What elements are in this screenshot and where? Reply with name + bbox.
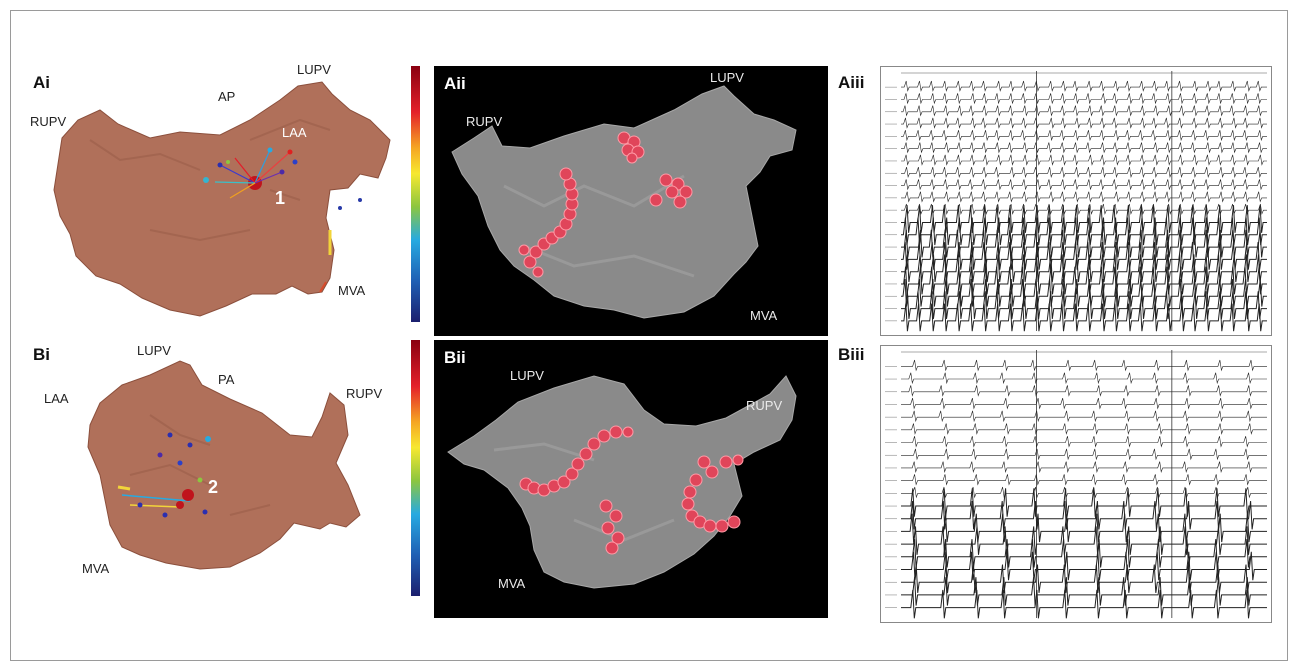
ecg-trace bbox=[901, 167, 1267, 179]
ecg-trace bbox=[901, 398, 1267, 410]
ecg-trace bbox=[901, 80, 1267, 92]
ecg-trace bbox=[901, 474, 1267, 486]
panel-label-bii: Bii bbox=[444, 348, 466, 367]
ecg-trace bbox=[901, 539, 1267, 568]
aiii-electrogram-traces bbox=[885, 71, 1267, 332]
ai-site-number: 1 bbox=[275, 188, 286, 208]
ecg-trace bbox=[901, 423, 1267, 435]
ecg-trace bbox=[901, 229, 1267, 258]
biii-electrogram-recording bbox=[880, 345, 1272, 623]
bi-site-number: 2 bbox=[208, 477, 219, 497]
figure-frame bbox=[10, 10, 1288, 661]
aii-label-mva: MVA bbox=[750, 308, 778, 323]
ecg-trace bbox=[901, 372, 1267, 385]
bi-label-mva: MVA bbox=[82, 561, 110, 576]
ecg-trace bbox=[901, 191, 1267, 203]
panel-aii: Aii RUPV LUPV MVA bbox=[434, 66, 828, 336]
ecg-trace bbox=[901, 526, 1267, 555]
ecg-trace bbox=[901, 217, 1267, 246]
ecg-trace bbox=[901, 461, 1267, 473]
bi-label-laa: LAA bbox=[44, 391, 69, 406]
panel-label-bi: Bi bbox=[33, 345, 50, 364]
ecg-trace bbox=[901, 589, 1267, 619]
bi-label-rupv: RUPV bbox=[346, 386, 383, 401]
ecg-trace bbox=[901, 500, 1267, 530]
ecg-trace bbox=[901, 278, 1267, 307]
ecg-trace bbox=[901, 436, 1267, 448]
ecg-trace bbox=[901, 410, 1267, 423]
ecg-trace bbox=[901, 117, 1267, 129]
bii-label-rupv: RUPV bbox=[746, 398, 783, 413]
ecg-trace bbox=[901, 254, 1267, 283]
ecg-trace bbox=[901, 385, 1267, 397]
ecg-trace bbox=[901, 513, 1267, 543]
ecg-trace bbox=[901, 486, 1267, 499]
ecg-trace bbox=[901, 359, 1267, 372]
ecg-trace bbox=[901, 130, 1267, 142]
ecg-trace bbox=[901, 93, 1267, 105]
ai-label-mva: MVA bbox=[338, 283, 366, 298]
ecg-trace bbox=[901, 564, 1267, 593]
activation-color-scale-b bbox=[411, 340, 420, 596]
ecg-trace bbox=[901, 448, 1267, 461]
bii-label-lupv: LUPV bbox=[510, 368, 544, 383]
aiii-electrogram-recording bbox=[880, 66, 1272, 336]
ecg-trace bbox=[901, 242, 1267, 270]
panel-label-ai: Ai bbox=[33, 73, 50, 92]
ecg-trace bbox=[901, 488, 1267, 517]
panel-label-biii: Biii bbox=[838, 345, 865, 364]
ai-label-laa: LAA bbox=[282, 125, 307, 140]
aii-label-rupv: RUPV bbox=[466, 114, 503, 129]
bi-label-lupv: LUPV bbox=[137, 343, 171, 358]
ecg-trace bbox=[901, 303, 1267, 332]
ai-anatomy-map bbox=[53, 81, 391, 317]
ecg-trace bbox=[901, 577, 1267, 606]
ai-label-rupv: RUPV bbox=[30, 114, 67, 129]
biii-electrogram-traces bbox=[885, 350, 1267, 619]
activation-color-scale-a bbox=[411, 66, 420, 322]
bi-label-pa: PA bbox=[218, 372, 235, 387]
ecg-trace bbox=[901, 291, 1267, 319]
aii-mesh-map bbox=[451, 85, 797, 319]
ai-label-ap: AP bbox=[218, 89, 236, 104]
bii-label-mva: MVA bbox=[498, 576, 526, 591]
ecg-trace bbox=[901, 142, 1267, 154]
bii-mesh-map bbox=[447, 375, 797, 589]
bi-anatomy-map bbox=[87, 360, 361, 570]
ecg-trace bbox=[901, 179, 1267, 191]
aii-label-lupv: LUPV bbox=[710, 70, 744, 85]
ecg-trace bbox=[901, 154, 1267, 166]
ecg-trace bbox=[901, 105, 1267, 117]
panel-label-aii: Aii bbox=[444, 74, 466, 93]
panel-label-aiii: Aiii bbox=[838, 73, 865, 92]
ecg-trace bbox=[901, 205, 1267, 233]
ecg-trace bbox=[901, 203, 1267, 215]
ai-label-lupv: LUPV bbox=[297, 62, 331, 77]
ecg-trace bbox=[901, 551, 1267, 581]
panel-bii: Bii LUPV RUPV MVA bbox=[434, 340, 828, 618]
